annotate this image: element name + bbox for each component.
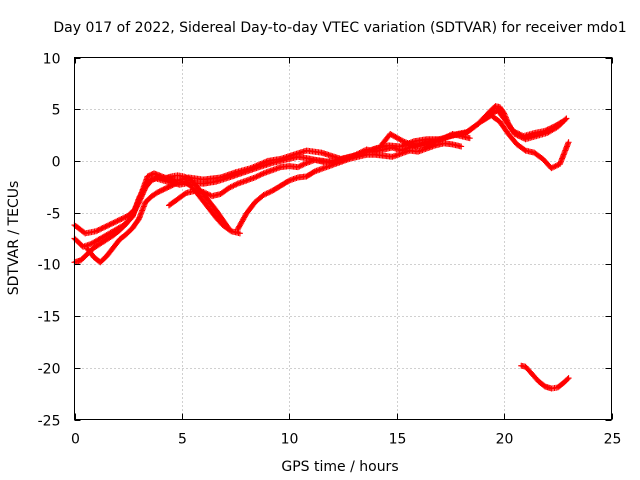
data-point bbox=[565, 139, 572, 146]
series-arc-5 bbox=[166, 131, 473, 209]
data-point-fill bbox=[122, 214, 129, 221]
data-point-fill bbox=[516, 131, 523, 138]
data-point-fill bbox=[111, 219, 118, 226]
series-arc-8 bbox=[518, 362, 572, 392]
y-tick-label: -5 bbox=[47, 207, 61, 223]
data-point-fill bbox=[101, 224, 108, 231]
data-point bbox=[92, 228, 99, 235]
data-point-fill bbox=[560, 118, 567, 125]
data-points bbox=[71, 103, 572, 392]
data-point-fill bbox=[130, 210, 137, 217]
data-point bbox=[458, 143, 465, 150]
x-tick-label: 25 bbox=[604, 432, 622, 448]
data-point bbox=[103, 223, 110, 230]
data-point-fill bbox=[543, 127, 550, 134]
data-point-fill bbox=[131, 208, 138, 215]
data-point-fill bbox=[549, 124, 556, 131]
data-point-fill bbox=[227, 227, 234, 234]
data-point-fill bbox=[121, 214, 128, 221]
data-point bbox=[565, 375, 572, 382]
data-point-fill bbox=[181, 190, 188, 197]
data-point-fill bbox=[99, 225, 106, 232]
data-point-fill bbox=[135, 200, 142, 207]
data-point-fill bbox=[398, 137, 405, 144]
data-point-fill bbox=[98, 225, 105, 232]
data-point-fill bbox=[515, 130, 522, 137]
axis-ticks bbox=[74, 57, 613, 421]
data-point-fill bbox=[94, 227, 101, 234]
data-point-fill bbox=[512, 129, 519, 136]
data-point-fill bbox=[95, 226, 102, 233]
x-tick-label: 5 bbox=[178, 432, 187, 448]
y-tick-label: 5 bbox=[52, 103, 61, 119]
data-point-fill bbox=[118, 215, 125, 222]
data-point bbox=[561, 117, 568, 124]
data-point-fill bbox=[97, 226, 104, 233]
data-point-fill bbox=[132, 206, 139, 213]
data-point bbox=[466, 135, 473, 142]
data-point-fill bbox=[547, 125, 554, 132]
series-arc-3 bbox=[71, 172, 233, 266]
data-point-fill bbox=[548, 124, 555, 131]
y-tick-label: 0 bbox=[52, 155, 61, 171]
data-point-fill bbox=[130, 211, 137, 218]
x-tick-label: 0 bbox=[71, 432, 80, 448]
data-point-fill bbox=[134, 201, 141, 208]
chart-title: Day 017 of 2022, Sidereal Day-to-day VTE… bbox=[53, 20, 626, 36]
y-tick-label: -15 bbox=[38, 310, 61, 326]
x-tick-label: 15 bbox=[389, 432, 407, 448]
data-point bbox=[236, 230, 243, 237]
plot-frame bbox=[74, 57, 612, 420]
y-tick-label: -10 bbox=[38, 258, 61, 274]
data-point-fill bbox=[105, 222, 112, 229]
series-arc-7 bbox=[479, 112, 572, 172]
data-point-fill bbox=[511, 128, 518, 135]
data-point-fill bbox=[285, 178, 292, 185]
grid bbox=[74, 57, 612, 420]
data-point-fill bbox=[545, 125, 552, 132]
data-point bbox=[509, 127, 516, 134]
y-tick-label: 10 bbox=[43, 52, 61, 68]
y-tick-label: -25 bbox=[38, 414, 61, 430]
data-point-fill bbox=[513, 129, 520, 136]
data-point-fill bbox=[115, 217, 122, 224]
data-point-fill bbox=[106, 221, 113, 228]
data-point-fill bbox=[110, 219, 117, 226]
data-point-fill bbox=[119, 215, 126, 222]
data-point-fill bbox=[113, 218, 120, 225]
y-tick-label: -20 bbox=[38, 362, 61, 378]
data-point-fill bbox=[132, 207, 139, 214]
data-point-fill bbox=[173, 180, 180, 187]
data-point bbox=[114, 217, 121, 224]
data-point bbox=[541, 127, 548, 134]
series-arc-4 bbox=[84, 178, 243, 266]
data-point-fill bbox=[564, 376, 571, 383]
data-point-fill bbox=[310, 169, 317, 176]
tick-labels: 0 5 10 15 20 25 -25 -20 -15 -10 -5 0 5 10 bbox=[38, 52, 622, 448]
y-axis-title: SDTVAR / TECUs bbox=[6, 181, 22, 296]
data-point-fill bbox=[117, 216, 124, 223]
x-tick-label: 10 bbox=[281, 432, 299, 448]
series-arc-6 bbox=[234, 140, 465, 233]
data-point-fill bbox=[521, 146, 528, 153]
data-point-fill bbox=[134, 203, 141, 210]
x-axis-title: GPS time / hours bbox=[281, 459, 398, 475]
data-point-fill bbox=[109, 220, 116, 227]
data-point-fill bbox=[133, 204, 140, 211]
data-point-fill bbox=[517, 131, 524, 138]
data-point bbox=[129, 212, 136, 219]
data-point-fill bbox=[544, 126, 551, 133]
x-tick-label: 20 bbox=[496, 432, 514, 448]
data-point-fill bbox=[107, 221, 114, 228]
data-point-fill bbox=[102, 223, 109, 230]
